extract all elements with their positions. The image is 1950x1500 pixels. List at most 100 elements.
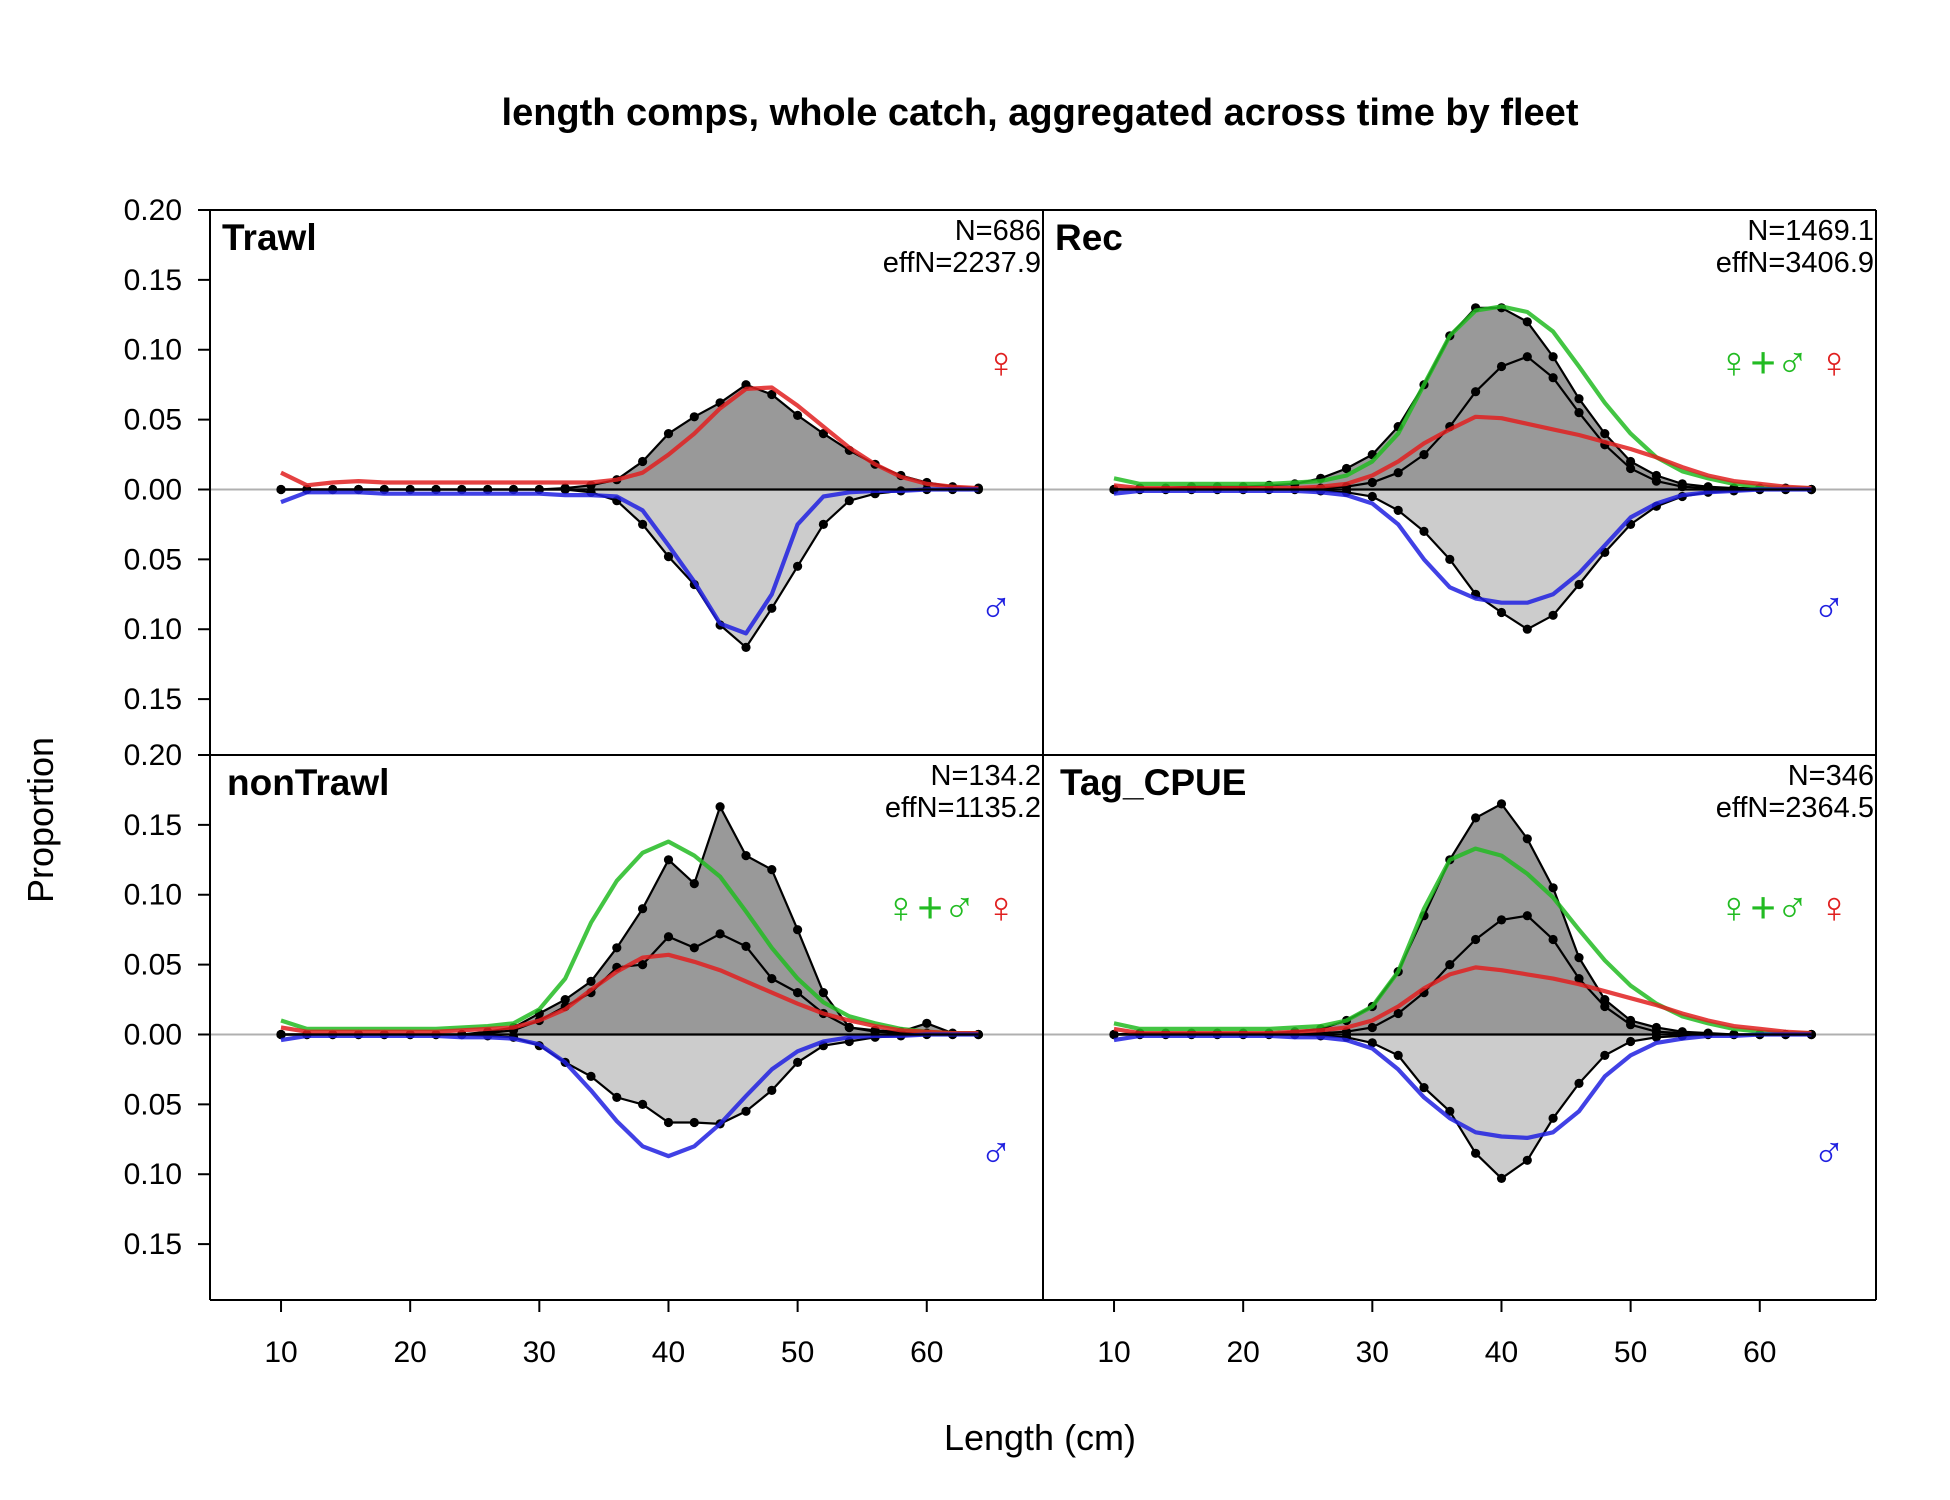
observed-combined-point bbox=[1600, 429, 1610, 439]
sample-size-label: N=1469.1 bbox=[1747, 215, 1874, 247]
x-axis-label: Length (cm) bbox=[944, 1417, 1136, 1458]
observed-male-point bbox=[741, 1106, 751, 1116]
observed-combined-point bbox=[689, 879, 699, 889]
expected-combined-line bbox=[1113, 846, 1812, 1036]
observed-female-point bbox=[767, 974, 777, 984]
effective-sample-size-label: effN=1135.2 bbox=[885, 792, 1041, 824]
female-symbol: ♀ bbox=[985, 884, 1018, 933]
observed-female-point bbox=[793, 410, 803, 420]
observed-male-point bbox=[1367, 1038, 1377, 1048]
y-tick-label: 0.15 bbox=[124, 264, 182, 297]
x-tick-label: 40 bbox=[1485, 1336, 1518, 1369]
observed-male-point bbox=[1548, 610, 1558, 620]
observed-male-point bbox=[612, 1092, 622, 1102]
observed-combined-point bbox=[1496, 799, 1507, 809]
observed-male-point bbox=[1109, 1029, 1119, 1040]
observed-male-point bbox=[276, 1029, 286, 1040]
observed-combined-point bbox=[767, 865, 777, 875]
panel-title: Tag_CPUE bbox=[1060, 762, 1246, 803]
observed-female-point bbox=[741, 941, 751, 952]
male-symbol: ♂ bbox=[980, 583, 1013, 632]
y-tick-label: 0.10 bbox=[124, 613, 182, 646]
expected-female-line bbox=[1113, 414, 1812, 491]
observed-combined-point bbox=[560, 995, 570, 1005]
female-symbol: ♀ bbox=[985, 339, 1018, 388]
observed-female-point bbox=[1393, 1008, 1403, 1019]
observed-female-point bbox=[1548, 373, 1558, 383]
y-tick-label: 0.05 bbox=[124, 949, 182, 982]
combined-sex-symbol: ♀+♂ bbox=[1717, 884, 1809, 933]
observed-female-point bbox=[767, 389, 777, 400]
x-tick-label: 50 bbox=[1614, 1336, 1647, 1369]
male-symbol: ♂ bbox=[1813, 1128, 1846, 1177]
effective-sample-size-label: effN=3406.9 bbox=[1716, 247, 1874, 279]
observed-female-point bbox=[1471, 387, 1481, 397]
observed-male-point bbox=[1574, 1078, 1584, 1088]
observed-combined-point bbox=[663, 855, 674, 865]
observed-combined-point bbox=[1548, 352, 1558, 362]
female-symbol: ♀ bbox=[1818, 339, 1851, 388]
observed-female-point bbox=[638, 960, 648, 970]
observed-female-point bbox=[1574, 408, 1584, 418]
observed-male-point bbox=[1496, 607, 1507, 618]
observed-male-area bbox=[1114, 489, 1812, 630]
female-symbol: ♀ bbox=[1818, 884, 1851, 933]
y-tick-label: 0.15 bbox=[124, 809, 182, 842]
y-tick-label: 0.15 bbox=[124, 683, 182, 716]
observed-male-area bbox=[281, 1034, 979, 1124]
observed-male-point bbox=[1471, 1148, 1481, 1158]
observed-male-point bbox=[1522, 624, 1532, 634]
observed-male-point bbox=[793, 1057, 803, 1067]
observed-upper-area bbox=[1114, 803, 1812, 1035]
expected-combined-line bbox=[1113, 304, 1812, 491]
observed-male-point bbox=[689, 1117, 699, 1128]
observed-male-point bbox=[663, 552, 674, 562]
observed-combined-point bbox=[741, 851, 751, 861]
observed-female-point bbox=[1496, 915, 1507, 925]
y-tick-label: 0.20 bbox=[124, 739, 182, 772]
observed-male-area bbox=[1114, 1034, 1812, 1179]
x-tick-label: 20 bbox=[393, 1336, 426, 1369]
y-tick-label: 0.00 bbox=[124, 473, 182, 506]
observed-combined-point bbox=[1522, 834, 1532, 844]
observed-upper-area bbox=[1114, 307, 1812, 490]
observed-combined-point bbox=[793, 925, 803, 935]
x-tick-label: 30 bbox=[1356, 1336, 1389, 1369]
panel-title: Trawl bbox=[222, 217, 317, 258]
y-tick-label: 0.00 bbox=[124, 1018, 182, 1051]
observed-combined-point bbox=[1548, 883, 1558, 893]
observed-female-point bbox=[1419, 450, 1429, 460]
observed-male-point bbox=[793, 561, 803, 571]
observed-male-point bbox=[1419, 1083, 1429, 1093]
observed-female-point bbox=[1522, 352, 1532, 362]
observed-upper-area bbox=[281, 384, 979, 490]
observed-combined-point bbox=[1341, 463, 1352, 474]
sample-size-label: N=346 bbox=[1788, 760, 1874, 792]
observed-female-point bbox=[1522, 911, 1532, 921]
observed-male-point bbox=[1367, 491, 1377, 502]
observed-combined-point bbox=[1574, 394, 1584, 404]
observed-combined-point bbox=[1471, 813, 1481, 823]
observed-male-point bbox=[1522, 1155, 1532, 1165]
male-symbol: ♂ bbox=[1813, 583, 1846, 632]
observed-male-point bbox=[663, 1117, 674, 1128]
expected-male-line bbox=[280, 487, 979, 636]
observed-male-point bbox=[1626, 1036, 1636, 1047]
observed-combined-point bbox=[1522, 317, 1532, 327]
y-tick-label: 0.05 bbox=[124, 543, 182, 576]
observed-male-point bbox=[276, 484, 286, 495]
y-tick-label: 0.10 bbox=[124, 1158, 182, 1191]
observed-combined-point bbox=[612, 943, 622, 953]
observed-male-point bbox=[767, 603, 777, 613]
observed-female-point bbox=[663, 429, 674, 439]
effective-sample-size-label: effN=2237.9 bbox=[883, 247, 1041, 279]
y-tick-label: 0.10 bbox=[124, 334, 182, 367]
y-axis-label: Proportion bbox=[20, 737, 61, 903]
observed-female-point bbox=[1600, 1001, 1610, 1012]
expected-male-line bbox=[1113, 487, 1812, 605]
